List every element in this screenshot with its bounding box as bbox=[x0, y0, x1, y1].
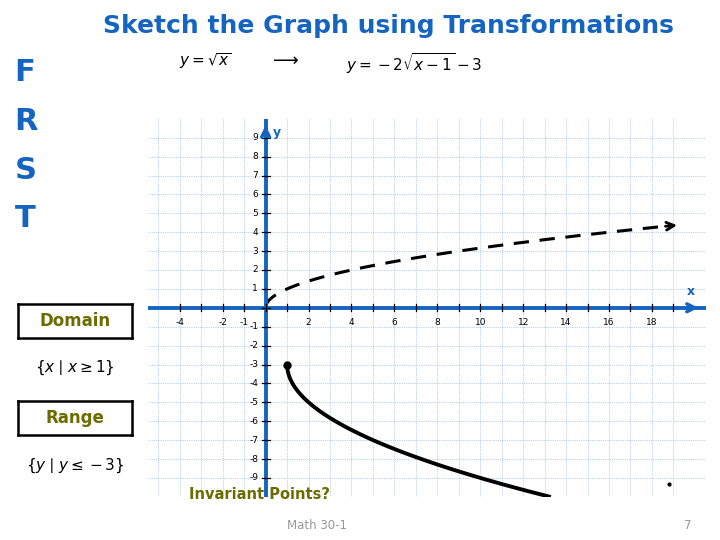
Text: Invariant Points?: Invariant Points? bbox=[189, 487, 330, 502]
Text: -4: -4 bbox=[176, 318, 184, 327]
Text: 18: 18 bbox=[646, 318, 657, 327]
Text: -2: -2 bbox=[249, 341, 258, 350]
Text: -7: -7 bbox=[249, 436, 258, 444]
Text: -6: -6 bbox=[249, 417, 258, 426]
Text: x: x bbox=[686, 285, 695, 298]
Text: 9: 9 bbox=[253, 133, 258, 142]
Text: 1: 1 bbox=[253, 285, 258, 293]
Text: S: S bbox=[14, 156, 37, 185]
Text: 7: 7 bbox=[253, 171, 258, 180]
Text: 6: 6 bbox=[253, 190, 258, 199]
Text: Range: Range bbox=[45, 409, 104, 427]
Text: 2: 2 bbox=[253, 266, 258, 274]
Text: 2: 2 bbox=[306, 318, 311, 327]
Text: 6: 6 bbox=[392, 318, 397, 327]
Text: R: R bbox=[14, 107, 38, 136]
Text: -2: -2 bbox=[218, 318, 227, 327]
Text: $y = -2\sqrt{x-1}-3$: $y = -2\sqrt{x-1}-3$ bbox=[346, 51, 482, 76]
Text: 4: 4 bbox=[348, 318, 354, 327]
Text: 3: 3 bbox=[253, 247, 258, 255]
Text: T: T bbox=[14, 204, 35, 233]
Text: -4: -4 bbox=[249, 379, 258, 388]
Text: 8: 8 bbox=[253, 152, 258, 161]
Text: -1: -1 bbox=[249, 322, 258, 331]
Text: 16: 16 bbox=[603, 318, 615, 327]
Text: 4: 4 bbox=[253, 228, 258, 237]
Text: y: y bbox=[273, 126, 282, 139]
Text: Math 30-1: Math 30-1 bbox=[287, 519, 347, 532]
Text: F: F bbox=[14, 58, 35, 87]
Text: Domain: Domain bbox=[40, 312, 110, 330]
Text: 12: 12 bbox=[518, 318, 529, 327]
Text: 5: 5 bbox=[253, 209, 258, 218]
Text: $\{x\mid x\geq 1\}$: $\{x\mid x\geq 1\}$ bbox=[35, 359, 114, 377]
Text: 14: 14 bbox=[560, 318, 572, 327]
Text: -8: -8 bbox=[249, 455, 258, 463]
Text: 8: 8 bbox=[434, 318, 440, 327]
Text: -9: -9 bbox=[249, 474, 258, 482]
Text: 7: 7 bbox=[684, 519, 691, 532]
Text: -1: -1 bbox=[240, 318, 248, 327]
Text: Sketch the Graph using Transformations: Sketch the Graph using Transformations bbox=[104, 14, 674, 37]
Text: $\longrightarrow$: $\longrightarrow$ bbox=[269, 51, 300, 69]
Text: $\{y\mid y\leq -3\}$: $\{y\mid y\leq -3\}$ bbox=[26, 456, 124, 475]
Text: -3: -3 bbox=[249, 360, 258, 369]
Text: -5: -5 bbox=[249, 398, 258, 407]
Text: 10: 10 bbox=[474, 318, 486, 327]
Text: $y = \sqrt{x}$: $y = \sqrt{x}$ bbox=[179, 51, 232, 71]
